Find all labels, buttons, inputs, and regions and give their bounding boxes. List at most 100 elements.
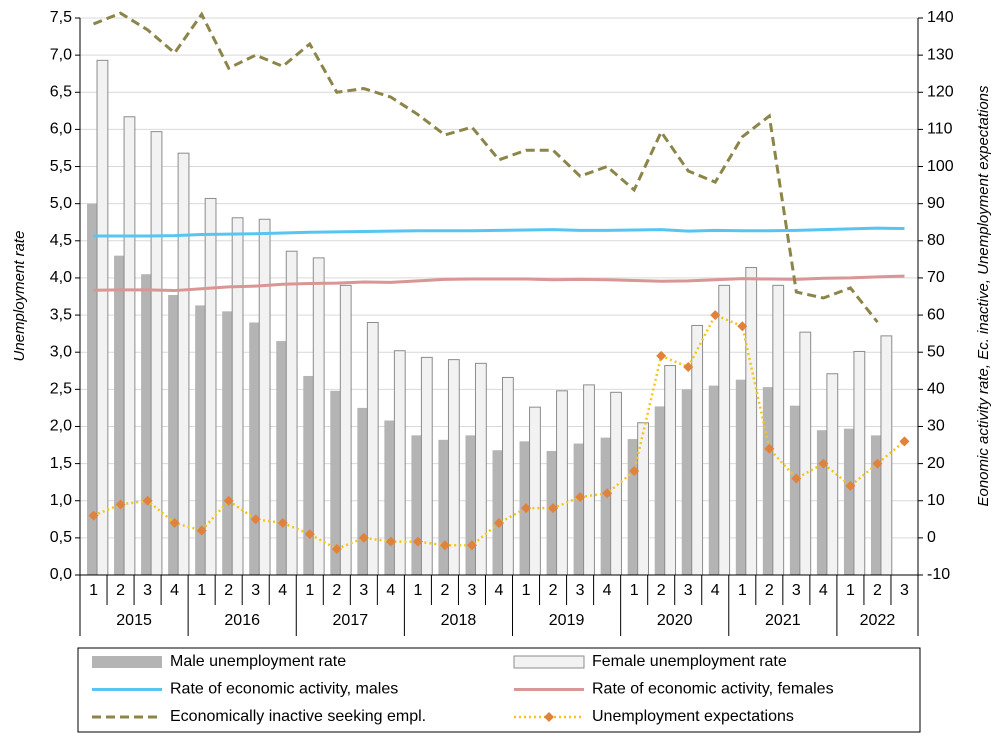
legend-label: Rate of economic activity, males — [170, 681, 398, 698]
bar — [312, 257, 325, 576]
bar — [114, 255, 125, 576]
line-marker — [412, 536, 423, 547]
y2-tick-label: 140 — [927, 9, 954, 26]
bar — [762, 387, 774, 575]
bar — [222, 311, 234, 575]
y-tick-label: 6,5 — [50, 83, 72, 100]
y-tick-label: 7,0 — [50, 46, 72, 63]
y-tick-label: 6,0 — [50, 121, 72, 138]
line-marker — [521, 503, 532, 514]
legend-label: Male unemployment rate — [170, 653, 346, 670]
bar — [627, 439, 639, 575]
bar — [789, 405, 801, 575]
bar — [357, 407, 369, 575]
bar — [339, 284, 352, 576]
bar — [654, 406, 666, 575]
line-marker — [466, 540, 477, 551]
x-tick-label: 2 — [873, 582, 882, 599]
line-marker — [223, 495, 234, 506]
y2-tick-label: 80 — [927, 232, 945, 249]
legend-label: Economically inactive seeking empl. — [170, 708, 426, 725]
y-tick-label: 5,0 — [50, 195, 72, 212]
line-marker — [196, 525, 207, 536]
bar — [249, 322, 261, 575]
y2-tick-label: 30 — [927, 418, 945, 435]
x-tick-label: 2 — [332, 582, 341, 599]
bar — [366, 321, 379, 576]
y2-tick-label: 0 — [927, 529, 936, 546]
line-marker — [250, 514, 261, 525]
x-tick-label: 4 — [819, 582, 828, 599]
bar — [87, 203, 98, 575]
y2-tick-label: 40 — [927, 381, 945, 398]
bar — [492, 450, 504, 575]
x-group-label: 2018 — [441, 612, 477, 629]
x-tick-label: 2 — [116, 582, 125, 599]
line-marker — [629, 466, 640, 477]
x-tick-label: 3 — [251, 582, 260, 599]
y-tick-label: 0,0 — [50, 566, 72, 583]
bar — [816, 430, 828, 575]
bar — [718, 284, 731, 576]
y2-tick-label: 90 — [927, 195, 945, 212]
bar — [600, 437, 612, 575]
bar — [556, 390, 568, 576]
y2-tick-label: 100 — [927, 158, 954, 175]
bar — [745, 267, 758, 576]
legend-label: Female unemployment rate — [592, 653, 787, 670]
x-tick-label: 3 — [359, 582, 368, 599]
bar — [691, 324, 704, 576]
y-tick-label: 3,0 — [50, 343, 72, 360]
line-marker — [818, 458, 829, 469]
y2-tick-label: 130 — [927, 46, 954, 63]
y2-axis-title: Eonomic activity rate, Ec. inactive, Une… — [975, 85, 992, 507]
bar — [502, 376, 514, 576]
line-marker — [169, 518, 180, 529]
bar — [141, 274, 152, 575]
line-marker — [791, 473, 802, 484]
x-tick-label: 4 — [386, 582, 395, 599]
bar — [573, 443, 585, 575]
bar — [664, 365, 677, 576]
x-tick-label: 2 — [224, 582, 233, 599]
line-marker — [575, 492, 586, 503]
line-marker — [439, 540, 450, 551]
x-tick-label: 3 — [684, 582, 693, 599]
line-marker — [602, 488, 613, 499]
bar — [474, 362, 487, 576]
bar — [177, 152, 190, 576]
line-marker — [872, 458, 883, 469]
legend-label: Rate of economic activity, females — [592, 681, 834, 698]
legend-label: Unemployment expectations — [592, 708, 794, 725]
x-tick-label: 1 — [522, 582, 531, 599]
bar — [330, 390, 342, 575]
bar — [610, 391, 622, 576]
x-tick-label: 1 — [89, 582, 98, 599]
x-tick-label: 1 — [413, 582, 422, 599]
line-marker — [764, 443, 775, 454]
bar — [168, 295, 179, 575]
x-tick-label: 3 — [468, 582, 477, 599]
x-group-label: 2020 — [657, 612, 693, 629]
y2-tick-label: -10 — [927, 566, 950, 583]
y-tick-label: 4,5 — [50, 232, 72, 249]
x-tick-label: 4 — [495, 582, 504, 599]
line-marker — [845, 480, 856, 491]
x-tick-label: 2 — [765, 582, 774, 599]
line-marker — [88, 510, 99, 521]
x-group-label: 2022 — [860, 612, 896, 629]
bar — [465, 435, 477, 575]
x-tick-label: 4 — [603, 582, 612, 599]
bar — [204, 197, 217, 576]
bar — [546, 450, 558, 575]
bar — [276, 341, 288, 575]
bar — [231, 217, 244, 576]
bar — [843, 428, 855, 575]
line-marker — [683, 362, 694, 373]
y2-tick-label: 20 — [927, 455, 945, 472]
x-group-label: 2021 — [765, 612, 801, 629]
x-tick-label: 4 — [278, 582, 287, 599]
y-tick-label: 5,5 — [50, 158, 72, 175]
y-tick-label: 2,5 — [50, 381, 72, 398]
